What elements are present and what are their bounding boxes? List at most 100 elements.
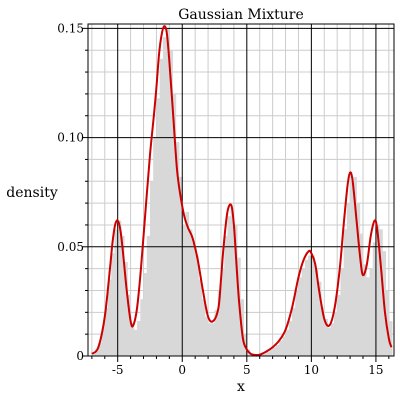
histogram-bar bbox=[340, 268, 345, 356]
histogram-bar bbox=[333, 312, 338, 356]
histogram-bar bbox=[366, 277, 370, 356]
histogram-bar bbox=[356, 203, 361, 356]
histogram-bar bbox=[198, 279, 203, 356]
histogram-bar bbox=[288, 321, 293, 356]
histogram-bar bbox=[324, 318, 328, 356]
histogram-bar bbox=[120, 235, 125, 356]
histogram-bar bbox=[337, 294, 341, 356]
histogram-bar bbox=[214, 310, 219, 356]
histogram-bar bbox=[375, 224, 380, 356]
histogram-bar bbox=[346, 203, 351, 356]
histogram-bar bbox=[269, 349, 274, 356]
histogram-bar bbox=[124, 262, 128, 356]
histogram-bar bbox=[388, 321, 393, 356]
histogram-bar bbox=[166, 28, 170, 357]
histogram-bar bbox=[321, 307, 325, 356]
histogram-bar bbox=[272, 347, 277, 356]
histogram-bar bbox=[188, 229, 193, 356]
histogram-bar bbox=[227, 216, 232, 356]
histogram-bar bbox=[185, 211, 190, 356]
y-tick-label: 0.10 bbox=[57, 131, 84, 145]
histogram-bar bbox=[217, 290, 222, 356]
histogram-bar bbox=[385, 290, 390, 356]
histogram-bar bbox=[137, 321, 141, 356]
x-tick-label: 15 bbox=[368, 363, 383, 377]
histogram-bar bbox=[208, 323, 212, 356]
histogram-bar bbox=[350, 181, 354, 356]
histogram-bar bbox=[95, 349, 99, 356]
histogram-bar bbox=[114, 229, 119, 356]
x-axis-ticks: -5 0 5 10 15 bbox=[91, 356, 390, 377]
histogram-bar bbox=[201, 299, 206, 356]
y-axis-ticks: 0 0.05 0.10 0.15 bbox=[57, 21, 88, 363]
histogram-bar bbox=[304, 259, 309, 356]
histogram-bar bbox=[330, 323, 335, 356]
histogram-bar bbox=[314, 268, 319, 356]
histogram-bar bbox=[282, 336, 286, 356]
x-tick-label: 0 bbox=[178, 363, 186, 377]
histogram-bar bbox=[149, 181, 154, 356]
x-tick-label: 5 bbox=[243, 363, 251, 377]
histogram-bar bbox=[111, 253, 115, 356]
histogram-bar bbox=[220, 268, 225, 356]
y-tick-label: 0.05 bbox=[57, 240, 84, 254]
histogram-bar bbox=[91, 353, 96, 356]
histogram-bar bbox=[175, 141, 180, 356]
histogram bbox=[91, 28, 393, 357]
histogram-bar bbox=[140, 299, 144, 356]
histogram-bar bbox=[292, 307, 296, 356]
histogram-bar bbox=[98, 342, 102, 356]
histogram-bar bbox=[298, 277, 303, 356]
histogram-bar bbox=[133, 329, 138, 356]
x-tick-label: -5 bbox=[112, 363, 124, 377]
histogram-bar bbox=[295, 290, 299, 356]
chart-title: Gaussian Mixture bbox=[178, 7, 304, 23]
histogram-bar bbox=[301, 268, 306, 356]
histogram-bar bbox=[127, 294, 132, 356]
x-axis-label: x bbox=[237, 379, 245, 395]
histogram-bar bbox=[156, 98, 161, 357]
histogram-bar bbox=[317, 281, 322, 356]
histogram-bar bbox=[308, 255, 312, 356]
y-tick-label: 0.15 bbox=[57, 21, 84, 35]
histogram-bar bbox=[311, 255, 315, 356]
histogram-bar bbox=[191, 242, 196, 356]
histogram-bar bbox=[195, 255, 199, 356]
histogram-bar bbox=[230, 207, 235, 356]
y-axis-label: density bbox=[6, 185, 58, 201]
histogram-bar bbox=[275, 345, 280, 356]
histogram-bar bbox=[262, 353, 267, 356]
histogram-bar bbox=[182, 224, 186, 356]
histogram-bar bbox=[211, 323, 215, 356]
histogram-bar bbox=[172, 93, 177, 356]
histogram-bar bbox=[266, 351, 270, 356]
histogram-bar bbox=[327, 327, 332, 356]
histogram-bar bbox=[359, 233, 364, 356]
density-curve-layer bbox=[91, 25, 393, 357]
histogram-bar bbox=[146, 235, 151, 356]
histogram-bar bbox=[363, 264, 367, 356]
plot-frame bbox=[87, 23, 395, 357]
histogram-bar bbox=[179, 176, 183, 356]
histogram-bar bbox=[372, 242, 377, 356]
histogram-bar bbox=[130, 323, 135, 356]
histogram-bar bbox=[162, 37, 167, 357]
histogram-bar bbox=[159, 58, 164, 357]
histogram-bar bbox=[104, 307, 109, 356]
histogram-bar bbox=[343, 229, 348, 356]
histogram-bar bbox=[353, 176, 357, 356]
histogram-bar bbox=[224, 235, 228, 356]
histogram-bar bbox=[279, 340, 283, 356]
major-grid bbox=[88, 24, 394, 356]
histogram-bar bbox=[233, 224, 238, 356]
density-curve bbox=[91, 25, 393, 357]
histogram-bar bbox=[117, 220, 122, 356]
histogram-bar bbox=[143, 273, 148, 356]
histogram-bar bbox=[259, 354, 264, 356]
plot-border bbox=[87, 23, 395, 357]
x-tick-label: 10 bbox=[304, 363, 319, 377]
histogram-bar bbox=[285, 329, 290, 356]
histogram-bar bbox=[108, 279, 112, 356]
histogram-bar bbox=[204, 316, 209, 356]
